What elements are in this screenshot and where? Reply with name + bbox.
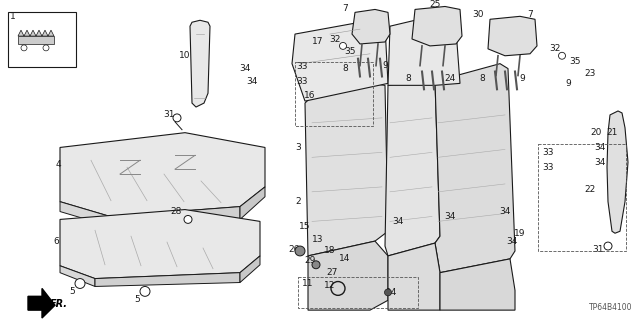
Circle shape bbox=[295, 246, 305, 256]
Polygon shape bbox=[305, 83, 388, 256]
Text: FR.: FR. bbox=[50, 299, 68, 309]
Text: 8: 8 bbox=[405, 74, 411, 83]
Polygon shape bbox=[24, 30, 30, 36]
Text: 18: 18 bbox=[324, 247, 336, 256]
Text: 34: 34 bbox=[595, 158, 605, 167]
Circle shape bbox=[559, 52, 566, 59]
Text: 31: 31 bbox=[163, 110, 175, 119]
Text: 33: 33 bbox=[296, 77, 308, 86]
Polygon shape bbox=[60, 266, 95, 286]
Text: 20: 20 bbox=[590, 128, 602, 137]
Text: 27: 27 bbox=[326, 268, 338, 277]
Polygon shape bbox=[412, 6, 462, 46]
Circle shape bbox=[43, 45, 49, 51]
Text: 7: 7 bbox=[342, 4, 348, 13]
Text: 10: 10 bbox=[179, 51, 191, 60]
Text: TP64B4100: TP64B4100 bbox=[589, 303, 632, 312]
Text: 9: 9 bbox=[382, 61, 388, 70]
Text: 14: 14 bbox=[339, 254, 351, 263]
Text: 7: 7 bbox=[527, 10, 533, 19]
Polygon shape bbox=[60, 133, 265, 217]
Text: 15: 15 bbox=[300, 222, 311, 231]
Circle shape bbox=[140, 286, 150, 296]
Polygon shape bbox=[60, 210, 260, 278]
Text: 25: 25 bbox=[429, 0, 441, 9]
Circle shape bbox=[75, 278, 85, 288]
Text: 5: 5 bbox=[134, 295, 140, 304]
Text: 33: 33 bbox=[542, 148, 554, 157]
Text: 24: 24 bbox=[444, 74, 456, 83]
Text: 34: 34 bbox=[239, 64, 251, 73]
Text: 35: 35 bbox=[569, 57, 580, 66]
Polygon shape bbox=[440, 259, 515, 310]
Text: 1: 1 bbox=[10, 12, 16, 21]
Text: 4: 4 bbox=[55, 160, 61, 169]
Polygon shape bbox=[292, 22, 388, 101]
Polygon shape bbox=[95, 273, 240, 286]
Text: 8: 8 bbox=[479, 74, 485, 83]
Text: 11: 11 bbox=[302, 279, 314, 288]
Text: 23: 23 bbox=[584, 69, 596, 78]
Polygon shape bbox=[18, 30, 24, 36]
Text: 14: 14 bbox=[387, 288, 397, 297]
Text: 34: 34 bbox=[444, 212, 456, 221]
Text: 17: 17 bbox=[312, 37, 324, 47]
Text: 31: 31 bbox=[592, 244, 604, 254]
Polygon shape bbox=[240, 256, 260, 283]
Text: 16: 16 bbox=[304, 91, 316, 100]
Text: 29: 29 bbox=[304, 256, 316, 265]
Polygon shape bbox=[607, 111, 628, 233]
Polygon shape bbox=[30, 30, 36, 36]
Text: 13: 13 bbox=[312, 235, 324, 244]
Polygon shape bbox=[48, 30, 54, 36]
Text: 9: 9 bbox=[519, 74, 525, 83]
Text: 9: 9 bbox=[565, 79, 571, 88]
Text: 8: 8 bbox=[342, 64, 348, 73]
Polygon shape bbox=[352, 10, 390, 44]
Polygon shape bbox=[240, 187, 265, 219]
Text: 32: 32 bbox=[330, 34, 340, 43]
Text: 30: 30 bbox=[472, 10, 484, 19]
Text: 5: 5 bbox=[69, 287, 75, 296]
Polygon shape bbox=[388, 14, 460, 85]
Circle shape bbox=[604, 242, 612, 250]
Text: 32: 32 bbox=[549, 44, 561, 53]
Polygon shape bbox=[190, 20, 210, 107]
Polygon shape bbox=[8, 12, 76, 67]
Polygon shape bbox=[388, 243, 440, 310]
Text: 35: 35 bbox=[344, 47, 356, 56]
Polygon shape bbox=[110, 207, 240, 226]
Circle shape bbox=[339, 42, 346, 49]
Text: 12: 12 bbox=[324, 281, 336, 290]
Text: 34: 34 bbox=[392, 217, 404, 226]
Text: 3: 3 bbox=[295, 143, 301, 152]
Polygon shape bbox=[308, 241, 388, 310]
Circle shape bbox=[21, 45, 27, 51]
Circle shape bbox=[184, 215, 192, 223]
Polygon shape bbox=[488, 16, 537, 56]
Text: 34: 34 bbox=[246, 77, 258, 86]
Polygon shape bbox=[42, 30, 48, 36]
Polygon shape bbox=[435, 64, 515, 273]
Text: 28: 28 bbox=[170, 207, 182, 216]
Text: 33: 33 bbox=[296, 62, 308, 71]
Text: 26: 26 bbox=[288, 244, 300, 254]
Text: 6: 6 bbox=[53, 237, 59, 246]
Circle shape bbox=[173, 114, 181, 122]
Text: 33: 33 bbox=[542, 163, 554, 172]
Text: 22: 22 bbox=[584, 185, 596, 194]
Text: 21: 21 bbox=[606, 128, 618, 137]
Text: 34: 34 bbox=[506, 237, 518, 246]
Polygon shape bbox=[60, 202, 110, 226]
Polygon shape bbox=[28, 288, 55, 318]
Text: 34: 34 bbox=[499, 207, 511, 216]
Text: 34: 34 bbox=[595, 143, 605, 152]
Polygon shape bbox=[385, 78, 440, 256]
Text: 19: 19 bbox=[515, 229, 525, 238]
Polygon shape bbox=[36, 30, 42, 36]
Circle shape bbox=[385, 289, 392, 296]
Circle shape bbox=[312, 261, 320, 269]
Polygon shape bbox=[18, 36, 54, 44]
Text: 2: 2 bbox=[295, 197, 301, 206]
